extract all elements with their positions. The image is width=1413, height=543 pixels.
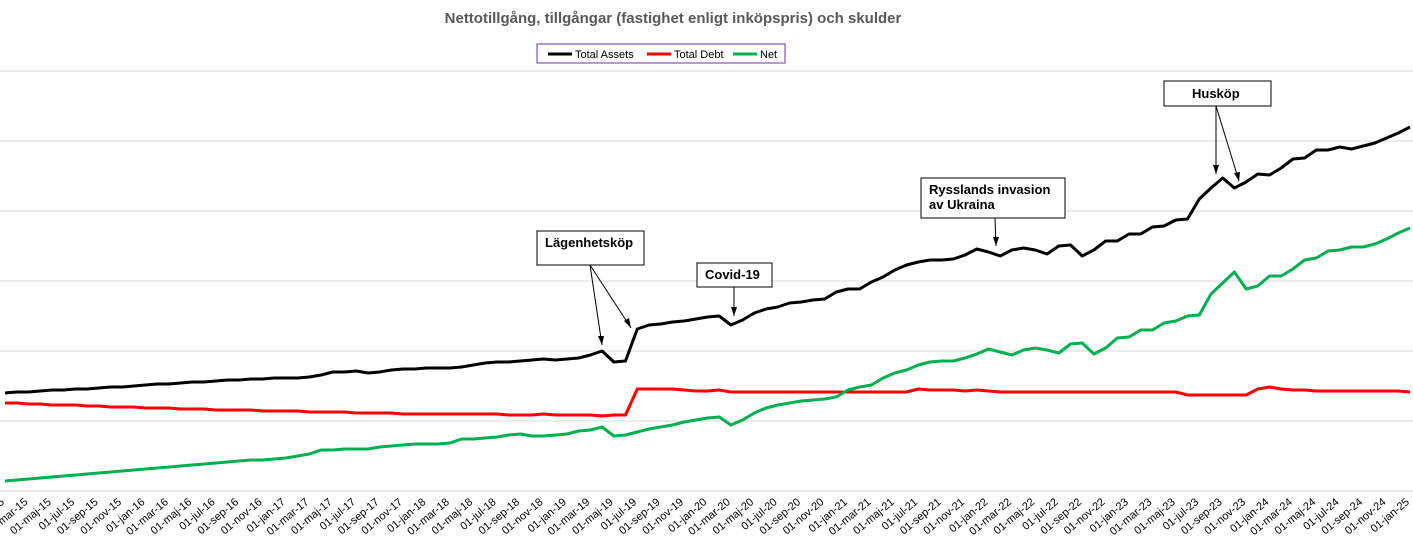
- annotation: Husköp: [1192, 86, 1240, 101]
- arrowheads: [598, 165, 1240, 345]
- annotation-box: [1163, 80, 1272, 107]
- series-line: [5, 385, 1411, 418]
- annotation: av Ukraina: [929, 197, 996, 212]
- arrowhead: [993, 237, 999, 246]
- arrowhead: [731, 307, 737, 316]
- arrowhead: [1234, 172, 1240, 181]
- arrow: [589, 264, 632, 329]
- series-line: [4, 125, 1411, 395]
- legend-label: Total Debt: [674, 49, 724, 61]
- annotation-box: [696, 262, 773, 288]
- grid: [0, 70, 1413, 492]
- annotation-box: [920, 177, 1066, 219]
- x-axis: 01-jan-1501-mar-1501-maj-1501-jul-1501-s…: [0, 496, 1412, 538]
- annotation-box: [536, 230, 645, 266]
- arrowhead: [598, 336, 604, 345]
- chart-title: Nettotillgång, tillgångar (fastighet enl…: [445, 10, 902, 27]
- annotations: [536, 80, 1272, 346]
- annotation: Covid-19: [705, 267, 760, 282]
- legend-items: Total Assets Total Debt Net: [548, 49, 777, 61]
- annotation: Rysslands invasion: [929, 182, 1050, 197]
- arrow: [1215, 105, 1240, 182]
- lines: [4, 125, 1411, 483]
- arrowhead: [624, 318, 631, 328]
- annotation: Lägenhetsköp: [545, 235, 633, 250]
- arrowhead: [1213, 165, 1219, 174]
- arrow: [589, 264, 603, 346]
- legend-label: Total Assets: [575, 49, 634, 61]
- legend-label: Net: [760, 49, 777, 61]
- series-line: [4, 226, 1411, 483]
